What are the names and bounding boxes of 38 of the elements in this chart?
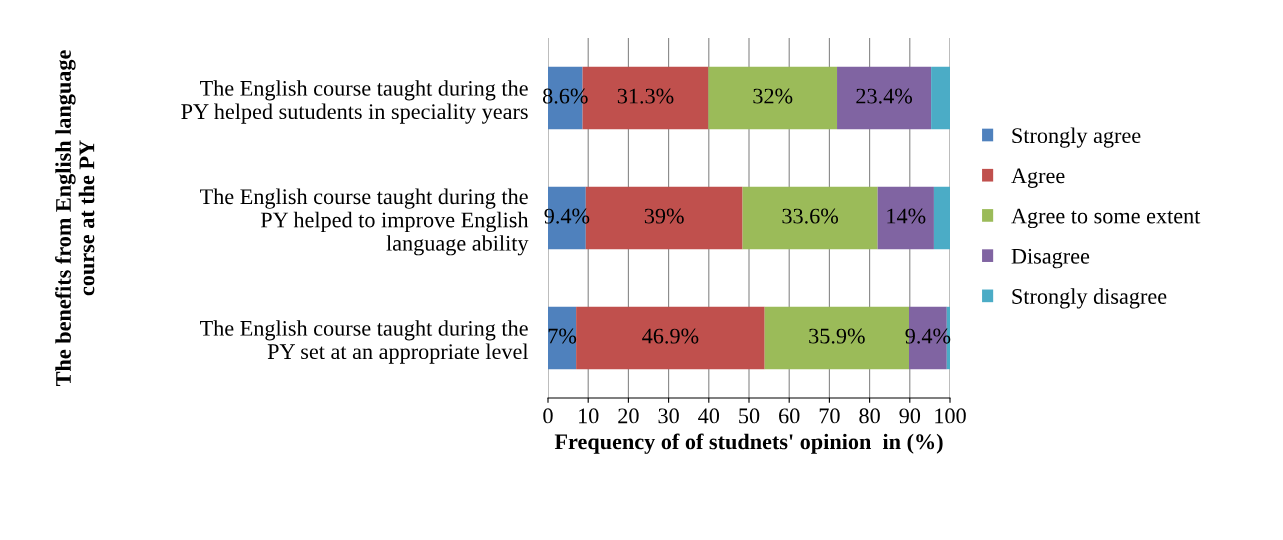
x-tick-label: 40 bbox=[698, 408, 720, 424]
bar bbox=[708, 66, 838, 130]
data-label: 7% bbox=[548, 328, 577, 344]
data-label: 33.6% bbox=[782, 208, 839, 224]
data-label: 23.4% bbox=[856, 88, 913, 104]
x-tick-label: 60 bbox=[779, 408, 800, 424]
bar bbox=[548, 306, 577, 370]
x-axis-title: Frequency of of studnets' opinion in (%) bbox=[554, 433, 943, 454]
y-tick-label: The English course taught during the PY set at an appropriate level bbox=[200, 320, 529, 364]
data-label: 32% bbox=[753, 88, 793, 104]
data-label: 14% bbox=[887, 208, 926, 224]
bar bbox=[742, 186, 878, 250]
legend-label: Agree to some extent bbox=[1011, 208, 1201, 229]
x-tick-label: 70 bbox=[819, 408, 840, 424]
legend-label: Disagree bbox=[1011, 248, 1090, 269]
x-tick-label: 20 bbox=[618, 408, 639, 424]
y-axis-title: The benefits from English language course at the PY bbox=[55, 50, 95, 386]
x-tick-label: 0 bbox=[543, 408, 553, 424]
y-tick-label: The English course taught during the PY helped to improve English language ability bbox=[200, 188, 529, 256]
data-label: 31.3% bbox=[617, 88, 674, 104]
data-label: 35.9% bbox=[809, 328, 865, 344]
bar bbox=[576, 306, 765, 370]
legend-label: Agree bbox=[1011, 168, 1065, 188]
bar bbox=[877, 186, 934, 250]
x-tick-label: 50 bbox=[739, 408, 760, 424]
legend-label: Strongly disagree bbox=[1012, 288, 1167, 309]
data-label: 39% bbox=[644, 208, 684, 224]
bar bbox=[837, 66, 932, 130]
bar bbox=[933, 186, 950, 250]
x-tick-label: 30 bbox=[658, 408, 679, 424]
y-tick-label: The English course taught during the PY helped sutudents in speciality years bbox=[181, 80, 528, 124]
x-tick-label: 90 bbox=[899, 408, 921, 424]
x-tick-label: 10 bbox=[579, 408, 599, 424]
x-tick-label: 100 bbox=[935, 408, 966, 424]
legend-label: Strongly agree bbox=[1012, 127, 1141, 148]
x-tick-label: 80 bbox=[859, 408, 880, 424]
bar bbox=[931, 66, 950, 130]
data-label: 46.9% bbox=[642, 328, 699, 344]
